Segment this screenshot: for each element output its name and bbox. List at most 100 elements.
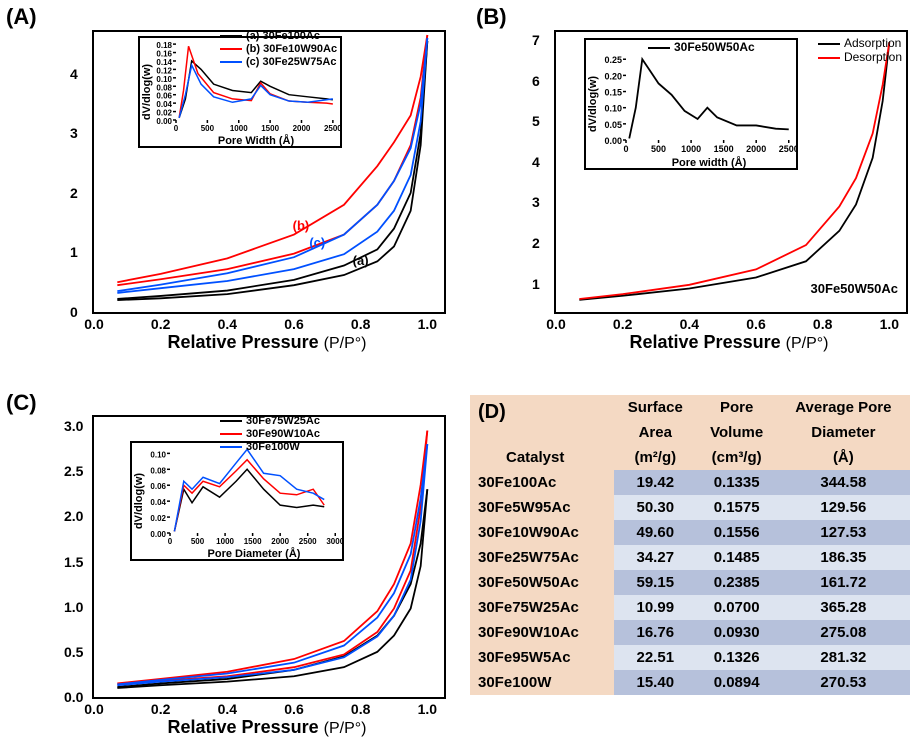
- panel-a-xlabel-unit: (P/P°): [324, 335, 367, 352]
- cell-catalyst: 30Fe50W50Ac: [470, 570, 614, 595]
- th-pv-2: Volume: [697, 420, 777, 445]
- table-row: 30Fe95W5Ac22.510.1326281.32: [470, 645, 910, 670]
- cell-value: 0.1326: [697, 645, 777, 670]
- svg-text:0.00: 0.00: [604, 136, 622, 146]
- svg-text:2000: 2000: [293, 124, 311, 133]
- cell-value: 0.1556: [697, 520, 777, 545]
- svg-text:3000: 3000: [326, 537, 342, 546]
- svg-text:0.10: 0.10: [156, 75, 172, 84]
- panel-a-xlabel-main: Relative Pressure: [168, 332, 319, 352]
- legend-b-1: Desorption: [844, 50, 902, 64]
- th-sa-2: Area: [614, 420, 697, 445]
- svg-text:0.18: 0.18: [156, 41, 172, 50]
- cell-catalyst: 30Fe10W90Ac: [470, 520, 614, 545]
- panel-b-xlabel: Relative Pressure (P/P°): [554, 332, 904, 353]
- cell-catalyst: 30Fe100Ac: [470, 470, 614, 495]
- legend-c-2: 30Fe100W: [246, 441, 300, 453]
- panel-c-inset-legend: 30Fe75W25Ac 30Fe90W10Ac 30Fe100W: [220, 415, 320, 454]
- cell-value: 0.0700: [697, 595, 777, 620]
- panel-a: N₂ Quantity (mmol/g) 0500100015002000250…: [22, 10, 462, 360]
- panel-a-plot: 050010001500200025000.000.020.040.060.08…: [92, 30, 446, 314]
- svg-text:0.10: 0.10: [604, 104, 622, 114]
- panel-d-label: (D): [478, 401, 506, 424]
- cell-value: 0.1485: [697, 545, 777, 570]
- svg-text:0.10: 0.10: [150, 450, 166, 459]
- svg-text:0.04: 0.04: [150, 498, 166, 507]
- legend-bi-0: 30Fe50W50Ac: [674, 40, 755, 54]
- th-apd-1: Average Pore: [777, 395, 910, 420]
- panel-a-inset-legend: (a) 30Fe100Ac (b) 30Fe10W90Ac (c) 30Fe25…: [220, 30, 337, 69]
- legend-a-1: (b) 30Fe10W90Ac: [246, 43, 337, 55]
- svg-text:2500: 2500: [779, 144, 796, 154]
- table-body: 30Fe100Ac19.420.1335344.58 30Fe5W95Ac50.3…: [470, 470, 910, 695]
- cell-value: 50.30: [614, 495, 697, 520]
- legend-c-0: 30Fe75W25Ac: [246, 415, 320, 427]
- panel-c-inset: 0500100015002000250030000.000.020.040.06…: [130, 441, 344, 561]
- svg-text:0.06: 0.06: [156, 92, 172, 101]
- svg-text:0.08: 0.08: [156, 83, 172, 92]
- table-head: Catalyst Surface Pore Average Pore Area …: [470, 395, 910, 470]
- svg-text:2500: 2500: [324, 124, 340, 133]
- svg-text:0.12: 0.12: [156, 66, 172, 75]
- table-row: 30Fe75W25Ac10.990.0700365.28: [470, 595, 910, 620]
- cell-value: 16.76: [614, 620, 697, 645]
- cell-catalyst: 30Fe90W10Ac: [470, 620, 614, 645]
- svg-text:0: 0: [623, 144, 628, 154]
- svg-text:Pore Diameter (Å): Pore Diameter (Å): [208, 547, 301, 559]
- panel-b-legend: Adsorption Desorption: [818, 36, 902, 64]
- table-row: 30Fe10W90Ac49.600.1556127.53: [470, 520, 910, 545]
- svg-text:Pore Width (Å): Pore Width (Å): [218, 134, 295, 146]
- cell-value: 34.27: [614, 545, 697, 570]
- cell-value: 0.1335: [697, 470, 777, 495]
- svg-text:0.25: 0.25: [604, 55, 622, 65]
- panel-b-inset-legend: 30Fe50W50Ac: [648, 40, 755, 54]
- cell-catalyst: 30Fe5W95Ac: [470, 495, 614, 520]
- th-apd-2: Diameter: [777, 420, 910, 445]
- cell-value: 15.40: [614, 670, 697, 695]
- panel-b-xlabel-unit: (P/P°): [786, 335, 829, 352]
- cell-value: 186.35: [777, 545, 910, 570]
- panel-d-table: Catalyst Surface Pore Average Pore Area …: [470, 395, 910, 695]
- cell-value: 22.51: [614, 645, 697, 670]
- svg-text:0.02: 0.02: [150, 514, 166, 523]
- svg-text:0.05: 0.05: [604, 120, 622, 130]
- cell-value: 10.99: [614, 595, 697, 620]
- cell-value: 0.2385: [697, 570, 777, 595]
- cell-value: 0.0930: [697, 620, 777, 645]
- cell-value: 19.42: [614, 470, 697, 495]
- svg-text:2000: 2000: [271, 537, 289, 546]
- table-row: 30Fe100W15.400.0894270.53: [470, 670, 910, 695]
- cell-value: 0.1575: [697, 495, 777, 520]
- cell-value: 270.53: [777, 670, 910, 695]
- panel-b-inset-svg: 050010001500200025000.000.050.100.150.20…: [586, 40, 796, 168]
- cell-value: 344.58: [777, 470, 910, 495]
- panel-b-inset: 050010001500200025000.000.050.100.150.20…: [584, 38, 798, 170]
- legend-c-1: 30Fe90W10Ac: [246, 428, 320, 440]
- panel-b: N₂ Quantity (mmol/g) 0500100015002000250…: [484, 10, 924, 360]
- th-sa-3: (m²/g): [614, 445, 697, 470]
- svg-text:500: 500: [201, 124, 215, 133]
- cell-value: 0.0894: [697, 670, 777, 695]
- cell-catalyst: 30Fe25W75Ac: [470, 545, 614, 570]
- panel-a-xlabel: Relative Pressure (P/P°): [92, 332, 442, 353]
- th-apd-3: (Å): [777, 445, 910, 470]
- cell-value: 281.32: [777, 645, 910, 670]
- legend-a-0: (a) 30Fe100Ac: [246, 30, 320, 42]
- svg-text:0.15: 0.15: [604, 88, 622, 98]
- svg-text:dV/dlog(w): dV/dlog(w): [587, 76, 599, 133]
- svg-text:1500: 1500: [714, 144, 734, 154]
- svg-text:1000: 1000: [216, 537, 234, 546]
- svg-text:0.20: 0.20: [604, 71, 622, 81]
- svg-text:1000: 1000: [681, 144, 701, 154]
- panel-b-xlabel-main: Relative Pressure: [630, 332, 781, 352]
- svg-text:0.08: 0.08: [150, 466, 166, 475]
- svg-text:0.06: 0.06: [150, 482, 166, 491]
- svg-text:0.00: 0.00: [150, 530, 166, 539]
- svg-text:0.16: 0.16: [156, 50, 172, 59]
- figure-root: (A) (B) (C) N₂ Quantity (mmol/g) 0500100…: [0, 0, 924, 754]
- cell-value: 275.08: [777, 620, 910, 645]
- panel-d: (D) Catalyst Surface Pore Average Pore A…: [470, 395, 910, 745]
- svg-text:1000: 1000: [230, 124, 248, 133]
- svg-text:0.04: 0.04: [156, 100, 172, 109]
- cell-catalyst: 30Fe95W5Ac: [470, 645, 614, 670]
